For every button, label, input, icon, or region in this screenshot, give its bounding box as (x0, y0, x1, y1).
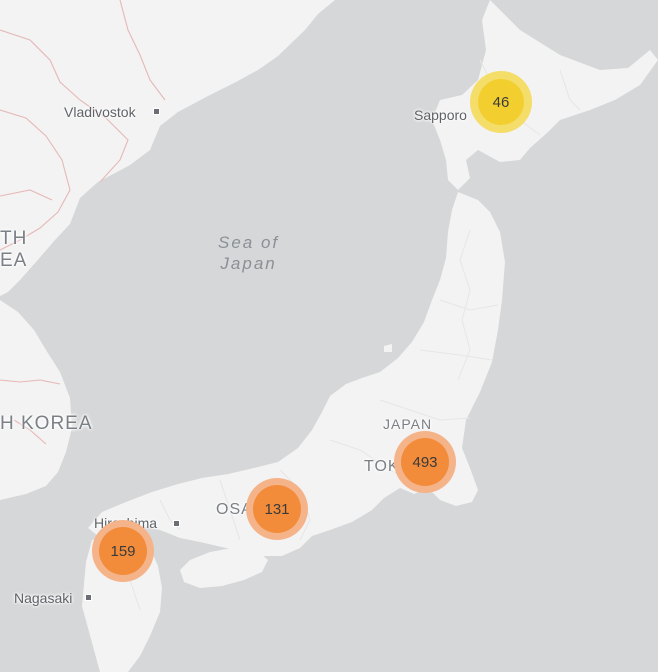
hiroshima-dot (173, 520, 180, 527)
south-korea-label: H KOREA (0, 413, 93, 434)
north-korea-label-line1: TH (0, 228, 28, 249)
korea-landmass (0, 300, 72, 500)
sea-label-line2: Japan (220, 254, 277, 273)
cluster-count-hiroshima: 159 (99, 527, 147, 575)
cluster-marker-tokyo[interactable]: 493 (394, 431, 456, 493)
cluster-marker-hiroshima[interactable]: 159 (92, 520, 154, 582)
vladivostok-dot (153, 108, 160, 115)
nagasaki-label: Nagasaki (14, 590, 73, 606)
hokkaido-landmass (432, 0, 658, 190)
sea-of-japan-label: Sea of Japan (218, 232, 279, 274)
cluster-marker-osaka[interactable]: 131 (246, 478, 308, 540)
shikoku-landmass (180, 548, 268, 588)
mainland-landmass (0, 0, 335, 296)
cluster-count-osaka: 131 (253, 485, 301, 533)
cluster-marker-sapporo[interactable]: 46 (470, 71, 532, 133)
cluster-count-tokyo: 493 (401, 438, 449, 486)
vladivostok-label: Vladivostok (64, 104, 136, 120)
sapporo-label: Sapporo (414, 107, 467, 123)
sea-label-line1: Sea of (218, 233, 280, 252)
north-korea-label-line2: EA (0, 250, 28, 271)
cluster-count-sapporo: 46 (478, 79, 524, 125)
nagasaki-dot (85, 594, 92, 601)
japan-label: JAPAN (383, 416, 433, 432)
